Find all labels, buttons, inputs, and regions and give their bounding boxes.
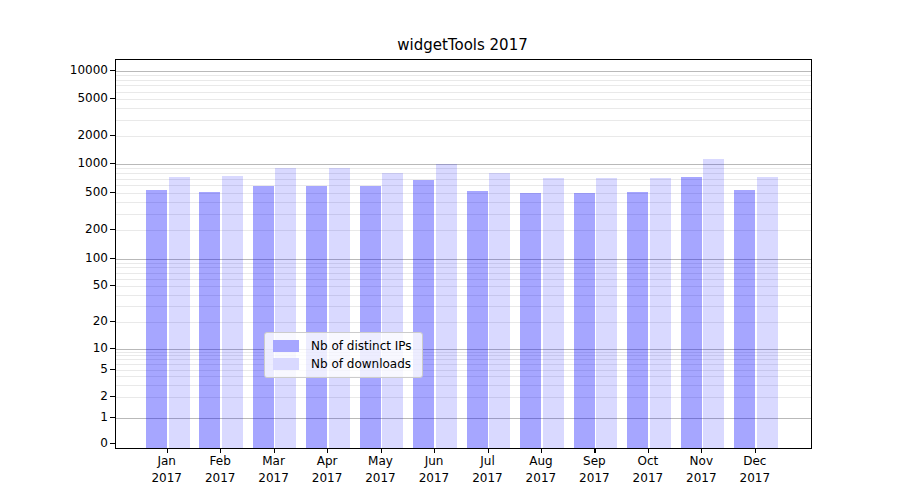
y-tick-label: 5 (0, 362, 108, 376)
y-tick-label: 2 (0, 389, 108, 403)
bar-may-downloads (382, 173, 403, 448)
y-tick-mark (110, 369, 115, 370)
y-tick-label: 20 (0, 314, 108, 328)
y-tick-mark (110, 229, 115, 230)
bar-feb-distinct-ips (199, 192, 220, 448)
legend-label: Nb of distinct IPs (311, 339, 412, 353)
y-tick-label: 5000 (0, 91, 108, 105)
bar-jul-downloads (489, 173, 510, 448)
gridline-minor (116, 136, 811, 137)
y-tick-mark (110, 192, 115, 193)
y-tick-mark (110, 70, 115, 71)
bar-aug-downloads (543, 178, 564, 449)
x-tick-label-aug: Aug2017 (511, 453, 571, 487)
y-tick-label: 1 (0, 410, 108, 424)
x-tick-label-dec: Dec2017 (725, 453, 785, 487)
y-tick-label: 100 (0, 251, 108, 265)
y-tick-mark (110, 443, 115, 444)
x-tick-label-nov: Nov2017 (671, 453, 731, 487)
y-tick-mark (110, 285, 115, 286)
gridline-minor (116, 99, 811, 100)
figure: widgetTools 2017 10000500020001000500200… (0, 0, 900, 500)
legend-swatch-downloads (273, 358, 299, 370)
gridline-major (116, 71, 811, 72)
legend-label: Nb of downloads (311, 357, 411, 371)
gridline-minor (116, 120, 811, 121)
bar-dec-distinct-ips (734, 190, 755, 448)
y-tick-label: 2000 (0, 128, 108, 142)
bar-oct-distinct-ips (627, 192, 648, 448)
bar-may-distinct-ips (360, 186, 381, 448)
x-tick-label-oct: Oct2017 (618, 453, 678, 487)
y-tick-mark (110, 321, 115, 322)
bar-jan-distinct-ips (146, 190, 167, 448)
y-tick-label: 0 (0, 436, 108, 450)
y-tick-mark (110, 163, 115, 164)
bar-dec-downloads (757, 177, 778, 448)
bar-apr-downloads (329, 168, 350, 448)
legend-entry-downloads: Nb of downloads (273, 357, 412, 371)
x-tick-label-jun: Jun2017 (404, 453, 464, 487)
legend: Nb of distinct IPs Nb of downloads (264, 332, 423, 378)
bar-oct-downloads (650, 178, 671, 448)
bar-jul-distinct-ips (467, 191, 488, 449)
bar-apr-distinct-ips (306, 186, 327, 448)
y-tick-mark (110, 348, 115, 349)
x-tick-label-jul: Jul2017 (458, 453, 518, 487)
x-tick-label-sep: Sep2017 (564, 453, 624, 487)
x-tick-label-mar: Mar2017 (244, 453, 304, 487)
gridline-minor (116, 75, 811, 76)
x-tick-label-apr: Apr2017 (297, 453, 357, 487)
bar-mar-downloads (275, 168, 296, 448)
gridline-minor (116, 108, 811, 109)
gridline-minor (116, 92, 811, 93)
y-tick-mark (110, 135, 115, 136)
y-tick-mark (110, 396, 115, 397)
chart-title: widgetTools 2017 (115, 36, 810, 54)
y-tick-label: 1000 (0, 156, 108, 170)
x-tick-label-jan: Jan2017 (137, 453, 197, 487)
bar-jan-downloads (169, 177, 190, 448)
x-tick-label-may: May2017 (351, 453, 411, 487)
bar-sep-downloads (596, 178, 617, 448)
bar-nov-downloads (703, 159, 724, 448)
legend-swatch-distinct-ips (273, 340, 299, 352)
y-tick-mark (110, 417, 115, 418)
y-tick-label: 200 (0, 222, 108, 236)
bar-jun-distinct-ips (413, 180, 434, 448)
y-tick-label: 10000 (0, 63, 108, 77)
bar-aug-distinct-ips (520, 193, 541, 448)
y-tick-label: 500 (0, 185, 108, 199)
bar-nov-distinct-ips (681, 177, 702, 448)
gridline-minor (116, 80, 811, 81)
legend-entry-distinct-ips: Nb of distinct IPs (273, 339, 412, 353)
bar-jun-downloads (436, 164, 457, 448)
plot-area (115, 59, 812, 449)
x-tick-label-feb: Feb2017 (190, 453, 250, 487)
y-tick-mark (110, 258, 115, 259)
bar-mar-distinct-ips (253, 186, 274, 448)
bar-sep-distinct-ips (574, 193, 595, 448)
y-tick-label: 10 (0, 341, 108, 355)
bar-feb-downloads (222, 176, 243, 448)
y-tick-mark (110, 98, 115, 99)
gridline-minor (116, 85, 811, 86)
y-tick-label: 50 (0, 278, 108, 292)
